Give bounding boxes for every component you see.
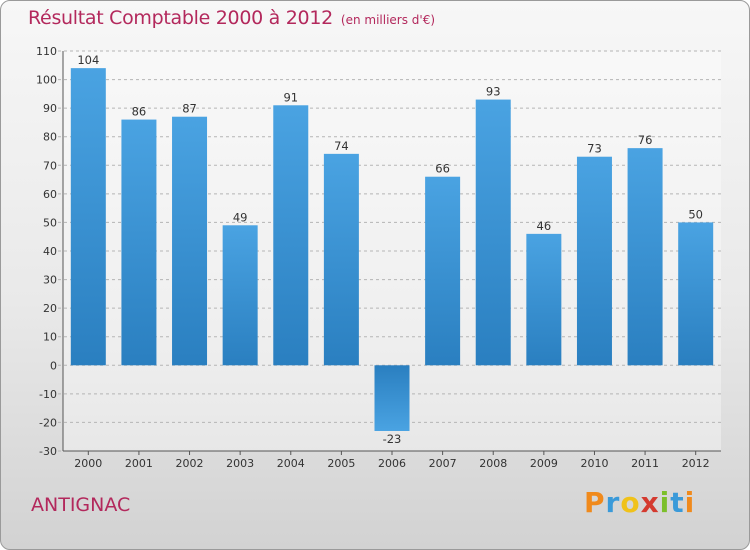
y-tick-label: 10 — [43, 331, 57, 344]
proxiti-logo: Proxiti — [584, 486, 695, 519]
data-label: 50 — [688, 207, 703, 221]
bar — [222, 225, 258, 366]
bar — [70, 68, 106, 366]
x-tick-label: 2000 — [74, 457, 102, 470]
place-name: ANTIGNAC — [31, 494, 131, 516]
x-tick-label: 2002 — [176, 457, 204, 470]
bar — [526, 233, 562, 366]
bar — [576, 156, 612, 366]
logo-letter: r — [605, 486, 621, 519]
y-tick-label: -20 — [39, 416, 57, 429]
data-label: 91 — [283, 90, 298, 104]
logo-letter: i — [659, 486, 671, 519]
bar — [121, 119, 157, 366]
data-label: 66 — [435, 162, 450, 176]
y-tick-label: 40 — [43, 245, 57, 258]
chart-subtitle: (en milliers d'€) — [340, 13, 436, 27]
logo-letter: o — [620, 486, 641, 519]
y-tick-label: 20 — [43, 302, 57, 315]
data-label: 49 — [233, 210, 248, 224]
bar — [425, 176, 461, 366]
y-tick-label: 90 — [43, 102, 57, 115]
x-tick-label: 2006 — [378, 457, 406, 470]
x-tick-label: 2008 — [479, 457, 507, 470]
y-tick-label: 100 — [36, 74, 57, 87]
bar — [172, 116, 208, 366]
x-tick-label: 2007 — [429, 457, 457, 470]
y-tick-label: 60 — [43, 188, 57, 201]
bar — [374, 365, 410, 431]
bar — [627, 148, 663, 366]
y-tick-label: 80 — [43, 131, 57, 144]
data-label: 76 — [638, 133, 653, 147]
logo-letter: t — [670, 486, 685, 519]
logo-letter: i — [684, 486, 696, 519]
y-tick-label: 70 — [43, 159, 57, 172]
x-tick-label: 2009 — [530, 457, 558, 470]
data-label: 93 — [486, 85, 501, 99]
data-label: 73 — [587, 142, 602, 156]
bar — [475, 99, 511, 366]
data-label: -23 — [383, 432, 402, 446]
bar — [323, 153, 359, 366]
y-tick-label: -10 — [39, 388, 57, 401]
x-tick-label: 2010 — [580, 457, 608, 470]
data-label: 74 — [334, 139, 349, 153]
data-label: 86 — [132, 105, 147, 119]
logo-letter: x — [640, 486, 660, 519]
data-label: 46 — [537, 219, 552, 233]
y-tick-label: -30 — [39, 445, 57, 458]
y-tick-label: 30 — [43, 274, 57, 287]
y-tick-label: 50 — [43, 216, 57, 229]
x-tick-label: 2005 — [327, 457, 355, 470]
x-tick-label: 2011 — [631, 457, 659, 470]
logo-letter: P — [584, 486, 606, 519]
x-tick-label: 2012 — [682, 457, 710, 470]
bar — [273, 105, 309, 366]
bar — [678, 222, 714, 366]
data-label: 87 — [182, 102, 197, 116]
data-label: 104 — [77, 53, 99, 67]
x-tick-label: 2004 — [277, 457, 305, 470]
x-tick-label: 2003 — [226, 457, 254, 470]
chart-title-text: Résultat Comptable 2000 à 2012 — [28, 7, 333, 29]
y-tick-label: 110 — [36, 45, 57, 58]
y-tick-label: 0 — [50, 359, 57, 372]
chart-title: Résultat Comptable 2000 à 2012 (en millie… — [28, 7, 435, 29]
x-tick-label: 2001 — [125, 457, 153, 470]
